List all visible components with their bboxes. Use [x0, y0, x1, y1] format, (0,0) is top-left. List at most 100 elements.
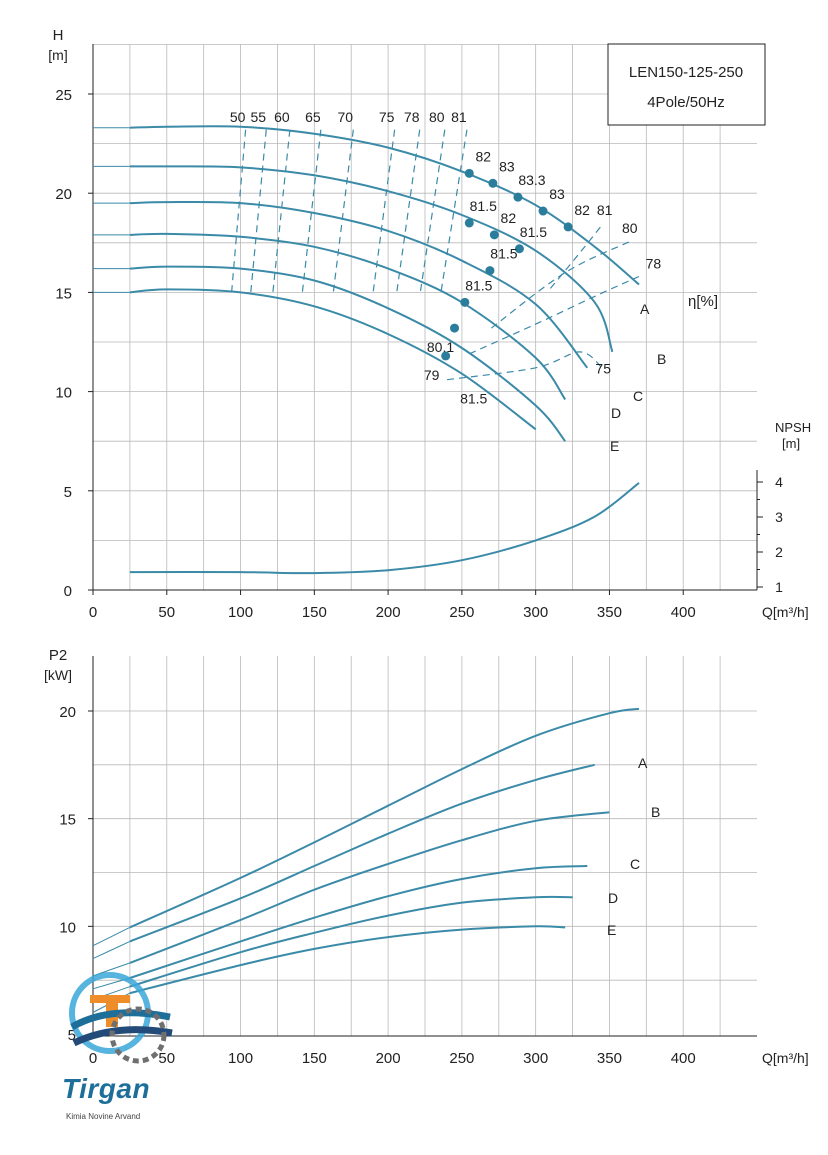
efficiency-point-label: 82: [501, 210, 517, 226]
efficiency-point-label: 81.5: [490, 246, 517, 262]
y-tick-label: 10: [55, 385, 72, 402]
brand-subtitle: Kimia Novine Arvand: [66, 1112, 141, 1121]
efficiency-point: [441, 351, 451, 361]
iso-efficiency-label: 75: [595, 361, 611, 377]
power-capacity-chart: 0 50 100 150 200 250 300 350 400 5 10 15 20 P2 [kW] Q[m…: [44, 647, 809, 1067]
power-curve-C: [129, 865, 588, 979]
iso-efficiency-line: [332, 129, 354, 293]
efficiency-point-label: 83.3: [518, 172, 545, 188]
iso-efficiency-label: 65: [305, 109, 321, 125]
curve-label: B: [651, 804, 660, 820]
y-tick-label: 25: [55, 87, 72, 104]
efficiency-point: [464, 218, 474, 228]
efficiency-point: [450, 323, 460, 333]
y-tick-label: 5: [64, 484, 72, 501]
efficiency-point-label: 82: [475, 148, 491, 164]
y-axis-unit: [m]: [48, 47, 67, 63]
head-capacity-chart: 0 50 100 150 200 250 300 350 4000510152025H[m]Q[…: [48, 27, 811, 621]
y-tick-label: 20: [55, 186, 72, 203]
npsh-axis-title: NPSH: [775, 420, 811, 435]
iso-efficiency-line: [447, 351, 603, 381]
npsh-tick-label: 3: [775, 509, 783, 525]
x-tick-label: 350: [597, 1050, 622, 1067]
iso-efficiency-line: [491, 240, 632, 329]
curve-label: A: [638, 755, 648, 771]
x-tick-label: 200: [376, 1050, 401, 1067]
iso-efficiency-line: [549, 224, 603, 289]
efficiency-point-label: 81.5: [520, 224, 547, 240]
x-tick-label: 300: [523, 604, 548, 621]
bottom-grid: [93, 656, 757, 1036]
curve-label: C: [633, 388, 643, 404]
y-axis-unit: [kW]: [44, 667, 72, 683]
x-tick-label: 400: [671, 604, 696, 621]
efficiency-point: [514, 244, 524, 254]
x-axis-title: Q[m³/h]: [762, 1050, 809, 1066]
iso-efficiency-label: 80: [429, 109, 445, 125]
iso-efficiency-line: [396, 129, 421, 293]
efficiency-point-label: 80.1: [427, 339, 454, 355]
x-tick-label: 250: [449, 604, 474, 621]
iso-efficiency-line: [469, 275, 640, 355]
iso-efficiency-label: 75: [379, 109, 395, 125]
x-tick-label: 100: [228, 604, 253, 621]
x-tick-label: 400: [671, 1050, 696, 1067]
head-curve-C: [129, 200, 589, 369]
iso-efficiency-line: [250, 129, 267, 293]
tirgan-logo-icon: [69, 972, 173, 1064]
speed-spec: 4Pole/50Hz: [647, 94, 725, 111]
power-curves: [92, 707, 640, 1013]
x-tick-label: 200: [376, 604, 401, 621]
curve-label: D: [608, 890, 618, 906]
curve-label: E: [610, 438, 619, 454]
head-curves: [92, 125, 640, 442]
efficiency-points: 828383.3838281.58281.581.581.580.1798180…: [424, 148, 662, 406]
efficiency-point: [513, 192, 523, 202]
curve-label: B: [657, 351, 666, 367]
brand-name: Tirgan: [62, 1073, 151, 1104]
iso-efficiency-label: 81.5: [460, 391, 487, 407]
power-curve-extension: [92, 926, 131, 947]
curve-label: A: [640, 301, 650, 317]
iso-efficiency-label: 55: [250, 109, 266, 125]
y-tick-label: 15: [55, 285, 72, 302]
head-curve-max: [129, 288, 537, 431]
power-curve-A: [129, 763, 595, 943]
power-curve-max: [129, 707, 640, 929]
y-tick-label: 10: [59, 919, 76, 936]
y-tick-label: 0: [64, 583, 72, 600]
y-tick-label: 5: [68, 1027, 76, 1044]
iso-efficiency-label: 78: [646, 256, 662, 272]
iso-efficiency-label: 50: [230, 109, 246, 125]
title-box-frame: [607, 43, 766, 126]
top-grid: [93, 44, 757, 590]
efficiency-point: [485, 266, 495, 276]
iso-efficiency-line: [272, 129, 291, 293]
model-name: LEN150-125-250: [629, 64, 743, 81]
iso-efficiency-line: [419, 129, 446, 293]
iso-efficiency-label: 78: [404, 109, 420, 125]
power-curve-D: [129, 895, 573, 988]
efficiency-point-label: 81.5: [465, 277, 492, 293]
curve-label: E: [607, 922, 616, 938]
efficiency-point-label: 79: [424, 367, 440, 383]
npsh-tick-label: 4: [775, 474, 783, 490]
efficiency-point: [464, 168, 474, 178]
efficiency-point: [538, 206, 548, 216]
power-curve-extension: [92, 940, 131, 960]
x-tick-label: 50: [158, 1050, 175, 1067]
efficiency-unit-label: η[%]: [688, 293, 718, 310]
curve-label: C: [630, 856, 640, 872]
efficiency-point-label: 83: [499, 158, 515, 174]
iso-efficiency-label: 70: [338, 109, 354, 125]
x-tick-label: 0: [89, 604, 97, 621]
efficiency-point-label: 81.5: [470, 198, 497, 214]
title-box: LEN150-125-250 4Pole/50Hz: [607, 43, 766, 126]
x-tick-label: 300: [523, 1050, 548, 1067]
npsh-tick-label: 1: [775, 579, 783, 595]
head-curve-B: [129, 165, 614, 353]
efficiency-point: [563, 222, 573, 232]
efficiency-point: [460, 297, 470, 307]
head-curve-E: [129, 265, 566, 442]
